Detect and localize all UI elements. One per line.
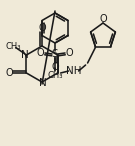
Text: O: O xyxy=(37,48,44,58)
Text: O: O xyxy=(66,48,73,58)
Text: CH₃: CH₃ xyxy=(47,71,63,80)
Text: O: O xyxy=(99,14,107,24)
Text: N: N xyxy=(39,78,47,88)
Text: O: O xyxy=(51,62,59,73)
Text: S: S xyxy=(52,49,58,59)
Text: N: N xyxy=(21,49,28,60)
Text: O: O xyxy=(6,68,13,78)
Text: NH: NH xyxy=(66,66,81,76)
Text: CH₃: CH₃ xyxy=(5,42,21,51)
Text: O: O xyxy=(38,23,46,33)
